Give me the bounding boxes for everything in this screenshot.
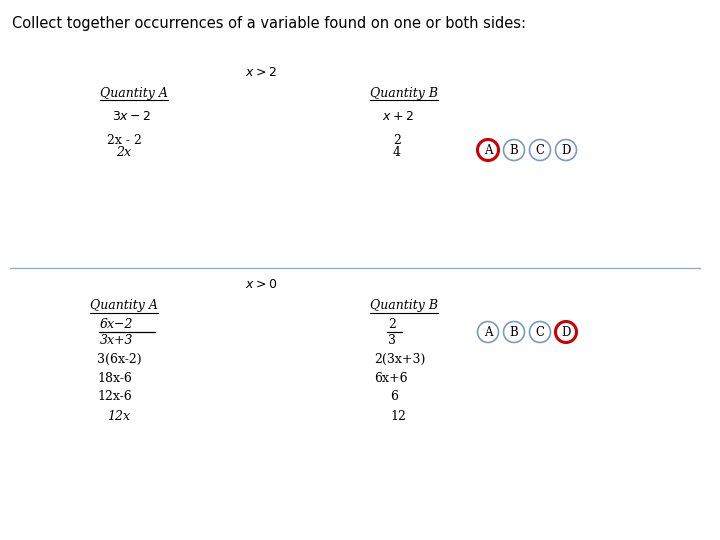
- Text: 12x-6: 12x-6: [97, 390, 132, 403]
- Text: B: B: [510, 326, 518, 339]
- Text: 12: 12: [390, 409, 406, 422]
- Text: 6x+6: 6x+6: [374, 372, 408, 384]
- Text: 2(3x+3): 2(3x+3): [374, 353, 426, 366]
- Text: 4: 4: [393, 146, 401, 159]
- Text: A: A: [484, 326, 492, 339]
- Text: 3x+3: 3x+3: [100, 334, 133, 347]
- Text: Quantity B: Quantity B: [370, 300, 438, 313]
- Text: Quantity A: Quantity A: [100, 86, 168, 99]
- Text: $x > 0$: $x > 0$: [245, 279, 277, 292]
- Text: Collect together occurrences of a variable found on one or both sides:: Collect together occurrences of a variab…: [12, 16, 526, 31]
- Text: B: B: [510, 144, 518, 157]
- Text: Quantity B: Quantity B: [370, 86, 438, 99]
- Text: $3x - 2$: $3x - 2$: [112, 110, 151, 123]
- Text: 2: 2: [388, 318, 396, 330]
- Text: 12x: 12x: [107, 409, 130, 422]
- Text: A: A: [484, 144, 492, 157]
- Text: 18x-6: 18x-6: [97, 372, 132, 384]
- Text: $x + 2$: $x + 2$: [382, 110, 414, 123]
- Text: 3: 3: [388, 334, 396, 347]
- Text: 6: 6: [390, 390, 398, 403]
- Text: 6x−2: 6x−2: [100, 318, 133, 330]
- Text: 2x - 2: 2x - 2: [107, 134, 142, 147]
- Text: 2x: 2x: [116, 146, 131, 159]
- Text: C: C: [536, 326, 544, 339]
- Text: $x > 2$: $x > 2$: [245, 65, 276, 78]
- Text: Quantity A: Quantity A: [90, 300, 158, 313]
- Text: 3(6x-2): 3(6x-2): [97, 353, 142, 366]
- Text: C: C: [536, 144, 544, 157]
- Text: D: D: [562, 144, 571, 157]
- Text: D: D: [562, 326, 571, 339]
- Text: 2: 2: [393, 134, 401, 147]
